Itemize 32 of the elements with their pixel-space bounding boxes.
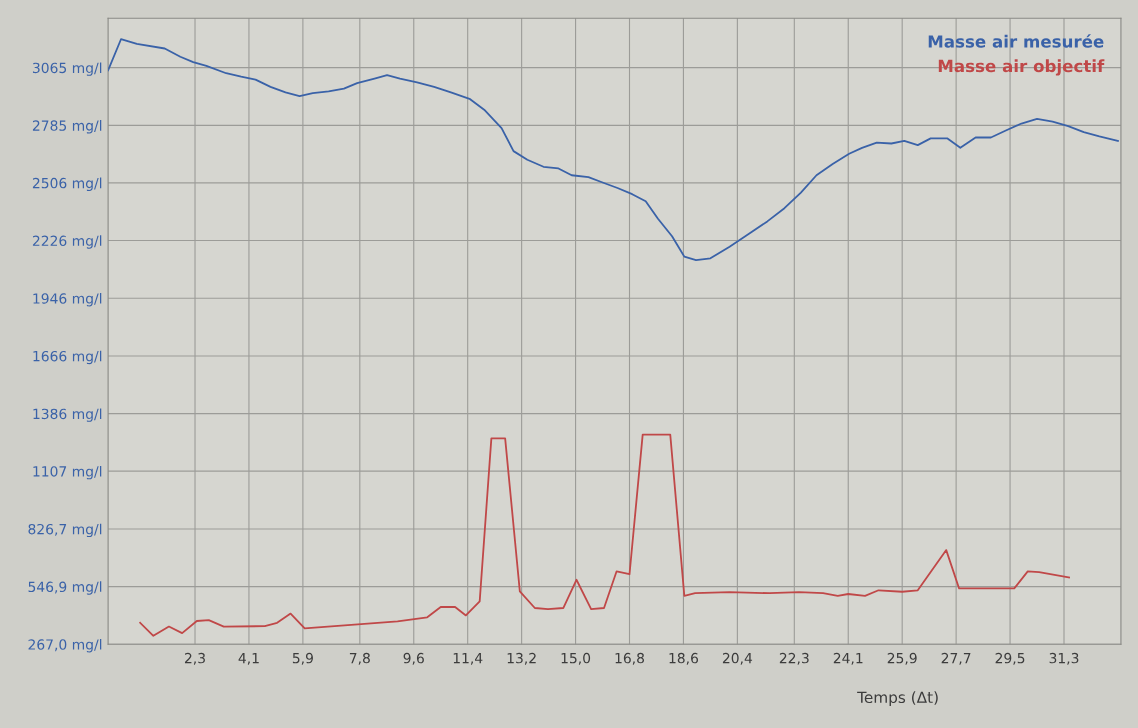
x-tick-label: 22,3 <box>779 652 809 665</box>
x-tick-label: 13,2 <box>507 652 536 665</box>
y-tick-label: 1107 mg/l <box>33 465 102 480</box>
y-tick-label: 3065 mg/l <box>32 62 102 76</box>
x-tick-label: 29,5 <box>995 652 1025 665</box>
y-tick-label: 1666 mg/l <box>33 350 102 365</box>
x-tick-label: 24,1 <box>833 652 863 665</box>
y-tick-label: 2506 mg/l <box>32 177 102 192</box>
x-tick-label: 25,9 <box>887 652 917 665</box>
x-tick-label: 27,7 <box>941 652 971 665</box>
x-tick-label: 16,8 <box>615 652 645 665</box>
x-tick-label: 9,6 <box>403 652 424 665</box>
x-tick-label: 11,4 <box>453 653 483 665</box>
y-tick-label: 1386 mg/l <box>33 408 102 422</box>
x-tick-label: 7,8 <box>349 652 370 665</box>
x-tick-label: 20,4 <box>722 652 753 665</box>
x-tick-label: 2,3 <box>184 652 205 665</box>
x-tick-label: 15,0 <box>561 652 591 665</box>
line-series <box>139 433 1070 637</box>
text: Masse air objectif <box>938 59 1105 76</box>
text: Masse air mesurée <box>928 34 1104 48</box>
x-tick-label: 5,9 <box>292 652 313 665</box>
x-tick-label: 4,1 <box>238 653 259 665</box>
x-tick-label: 31,3 <box>1049 652 1079 665</box>
y-tick-label: 1946 mg/l <box>33 292 102 307</box>
y-tick-label: 826,7 mg/l <box>28 523 102 538</box>
y-tick-label: 546,9 mg/l <box>28 581 102 595</box>
y-tick-label: 267,0 mg/l <box>28 639 102 653</box>
x-tick-label: 18,6 <box>669 652 699 665</box>
y-tick-label: 2785 mg/l <box>32 120 102 134</box>
y-tick-label: 2226 mg/l <box>32 235 102 249</box>
x-axis-title: Temps (Δt) <box>857 691 938 707</box>
